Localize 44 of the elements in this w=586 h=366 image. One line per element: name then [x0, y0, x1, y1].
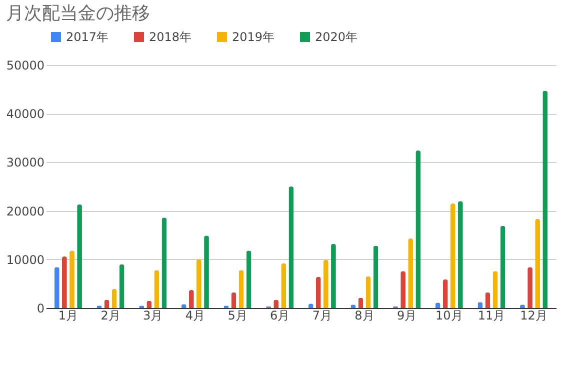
x-tick-label: 11月 — [478, 308, 506, 322]
bar — [154, 270, 160, 308]
bar — [366, 276, 371, 308]
x-tick-label: 4月 — [185, 308, 206, 322]
bar — [500, 226, 506, 308]
x-tick-label: 7月 — [312, 308, 332, 322]
x-tick-label: 5月 — [228, 308, 248, 322]
x-tick-label: 9月 — [396, 308, 417, 322]
bar — [450, 204, 456, 308]
x-tick-label: 1月 — [58, 308, 78, 322]
y-tick-label: 20000 — [6, 204, 44, 218]
bar — [458, 201, 463, 308]
x-tick-label: 6月 — [270, 308, 290, 322]
legend-label: 2020年 — [315, 30, 358, 44]
legend-label: 2019年 — [232, 30, 275, 44]
bar — [492, 271, 498, 308]
x-tick-label: 2月 — [100, 308, 120, 322]
legend-label: 2018年 — [149, 30, 192, 44]
bar — [119, 264, 124, 308]
chart-title: 月次配当金の推移 — [6, 3, 150, 24]
bar — [416, 150, 421, 308]
x-tick-label: 12月 — [520, 308, 548, 322]
x-tick-label: 8月 — [354, 308, 374, 322]
bar — [316, 276, 321, 308]
bar — [442, 279, 448, 308]
y-tick-label: 30000 — [6, 156, 44, 170]
y-tick-label: 10000 — [6, 252, 44, 267]
bar — [281, 263, 286, 308]
bar — [246, 250, 252, 308]
bar — [162, 218, 167, 308]
y-tick-label: 40000 — [6, 107, 44, 122]
bar — [373, 246, 378, 308]
legend-label: 2017年 — [66, 30, 109, 44]
bar — [408, 238, 414, 308]
bar — [238, 270, 244, 308]
bar — [542, 90, 548, 308]
bar — [323, 260, 328, 308]
y-tick-label: 0 — [36, 302, 44, 316]
bar — [288, 186, 294, 308]
bar — [62, 256, 67, 308]
bar — [54, 267, 60, 308]
y-tick-label: 50000 — [6, 58, 44, 72]
x-tick-label: 3月 — [143, 308, 163, 322]
x-tick-label: 10月 — [435, 308, 463, 322]
